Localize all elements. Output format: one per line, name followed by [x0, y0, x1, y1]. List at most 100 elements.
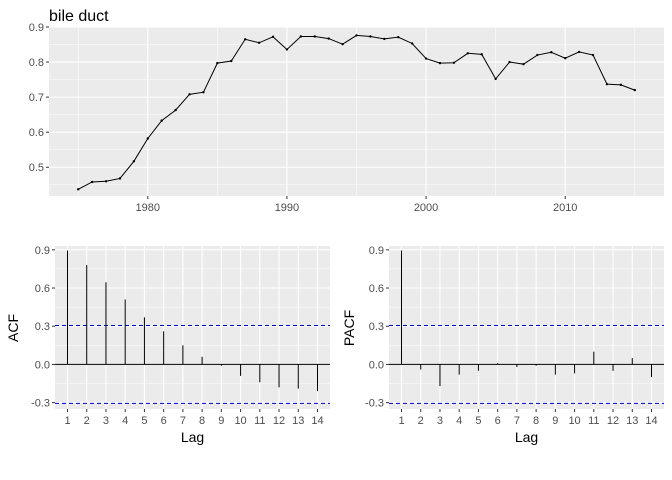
- x-tick-label: 2010: [553, 202, 577, 214]
- x-tick-label: 14: [645, 415, 657, 427]
- x-tick-label: 12: [273, 415, 285, 427]
- y-tick-label: -0.3: [31, 398, 50, 410]
- data-point: [257, 41, 261, 44]
- data-point: [550, 51, 553, 54]
- data-point: [341, 42, 344, 46]
- chart-title: bile duct: [49, 8, 109, 25]
- data-point: [508, 60, 511, 64]
- y-tick-label: 0.3: [369, 321, 384, 333]
- data-point: [104, 180, 108, 183]
- x-tick-label: 1980: [136, 202, 160, 214]
- x-tick-label: 2000: [414, 202, 438, 214]
- data-point: [564, 57, 567, 60]
- x-tick-label: 2: [84, 415, 90, 427]
- data-point: [299, 35, 303, 38]
- data-point: [410, 42, 414, 45]
- x-tick-label: 4: [122, 415, 128, 427]
- data-point: [160, 119, 163, 122]
- x-tick-label: 1: [64, 415, 70, 427]
- x-tick-label: 13: [626, 415, 638, 427]
- x-tick-label: 11: [588, 415, 599, 427]
- x-tick-label: 2: [418, 415, 424, 427]
- pacf-x-axis-title: Lag: [515, 429, 538, 445]
- data-point: [536, 53, 539, 57]
- x-tick-label: 7: [514, 415, 520, 427]
- acf-plot: -0.30.00.30.60.91 2 3 4 5 6 7 8 9 10 11 12 13 14 Lag …: [5, 245, 330, 445]
- y-tick-label: 0.7: [29, 92, 44, 104]
- acf-panel: [55, 246, 330, 409]
- pacf-plot: -0.30.00.30.60.91 2 3 4 5 6 7 8 9 10 11 12 13 14 Lag …: [341, 245, 664, 445]
- y-tick-label: 0.8: [29, 57, 44, 69]
- data-point: [591, 53, 595, 57]
- y-tick-label: 0.9: [35, 245, 50, 257]
- x-tick-label: 3: [103, 415, 109, 427]
- acf-x-axis-title: Lag: [181, 429, 204, 445]
- x-tick-label: 8: [199, 415, 205, 427]
- data-point: [285, 48, 289, 51]
- data-point: [271, 35, 275, 39]
- data-point: [90, 180, 94, 184]
- data-point: [327, 37, 330, 40]
- time-series-plot: bile duct 1980 1990 2000 2010 0.5 0.6 0.7 0.8 0.…: [29, 8, 664, 214]
- data-point: [452, 61, 456, 64]
- data-point: [494, 77, 497, 81]
- pacf-y-axis-title: PACF: [341, 310, 357, 346]
- data-point: [619, 83, 623, 87]
- time-series-ticks: 1980 1990 2000 2010 0.5 0.6 0.7 0.8 0.9: [29, 22, 578, 214]
- x-tick-label: 9: [218, 415, 224, 427]
- data-point: [216, 61, 219, 65]
- acf-y-axis-title: ACF: [5, 314, 21, 342]
- time-series-marks: [77, 34, 636, 191]
- data-point: [146, 137, 149, 140]
- acf-marks: [55, 250, 330, 404]
- x-tick-label: 10: [234, 415, 246, 427]
- x-tick-label: 1: [398, 415, 404, 427]
- x-tick-label: 14: [311, 415, 323, 427]
- acf-gridlines: [55, 246, 330, 409]
- data-point: [230, 59, 233, 63]
- data-point: [424, 57, 428, 60]
- data-point: [466, 52, 470, 55]
- x-tick-label: 3: [437, 415, 443, 427]
- data-point: [438, 61, 442, 65]
- x-tick-label: 8: [533, 415, 539, 427]
- data-point: [132, 160, 136, 163]
- data-point: [480, 53, 483, 56]
- data-point: [369, 35, 372, 38]
- data-point: [243, 38, 247, 41]
- x-tick-label: 7: [180, 415, 186, 427]
- data-point: [577, 50, 581, 54]
- y-tick-label: -0.3: [365, 398, 384, 410]
- x-tick-label: 11: [254, 415, 265, 427]
- x-tick-label: 6: [161, 415, 167, 427]
- y-tick-label: 0.6: [35, 283, 50, 295]
- data-point: [522, 62, 525, 66]
- x-tick-label: 5: [475, 415, 481, 427]
- data-point: [383, 37, 386, 41]
- pacf-panel: [389, 246, 664, 409]
- pacf-ticks: -0.30.00.30.60.91 2 3 4 5 6 7 8 9 10 11 12 13 14: [365, 245, 658, 427]
- y-tick-label: 0.6: [369, 283, 384, 295]
- y-tick-label: 0.5: [29, 162, 44, 174]
- acf-ticks: -0.30.00.30.60.91 2 3 4 5 6 7 8 9 10 11 12 13 14: [31, 245, 324, 427]
- y-tick-label: 0.0: [35, 359, 50, 371]
- data-point: [633, 88, 636, 92]
- y-tick-label: 0.0: [369, 359, 384, 371]
- x-tick-label: 6: [495, 415, 501, 427]
- x-tick-label: 13: [292, 415, 304, 427]
- data-point: [397, 35, 400, 39]
- y-tick-label: 0.3: [35, 321, 50, 333]
- x-tick-label: 12: [607, 415, 619, 427]
- x-tick-label: 4: [456, 415, 462, 427]
- x-tick-label: 5: [141, 415, 147, 427]
- x-tick-label: 9: [552, 415, 558, 427]
- data-point: [118, 177, 122, 180]
- x-tick-label: 1990: [275, 202, 299, 214]
- x-tick-label: 10: [568, 415, 580, 427]
- y-tick-label: 0.9: [29, 22, 44, 34]
- pacf-marks: [389, 250, 664, 404]
- data-point: [313, 35, 316, 38]
- data-point: [202, 91, 205, 94]
- data-point: [605, 82, 609, 86]
